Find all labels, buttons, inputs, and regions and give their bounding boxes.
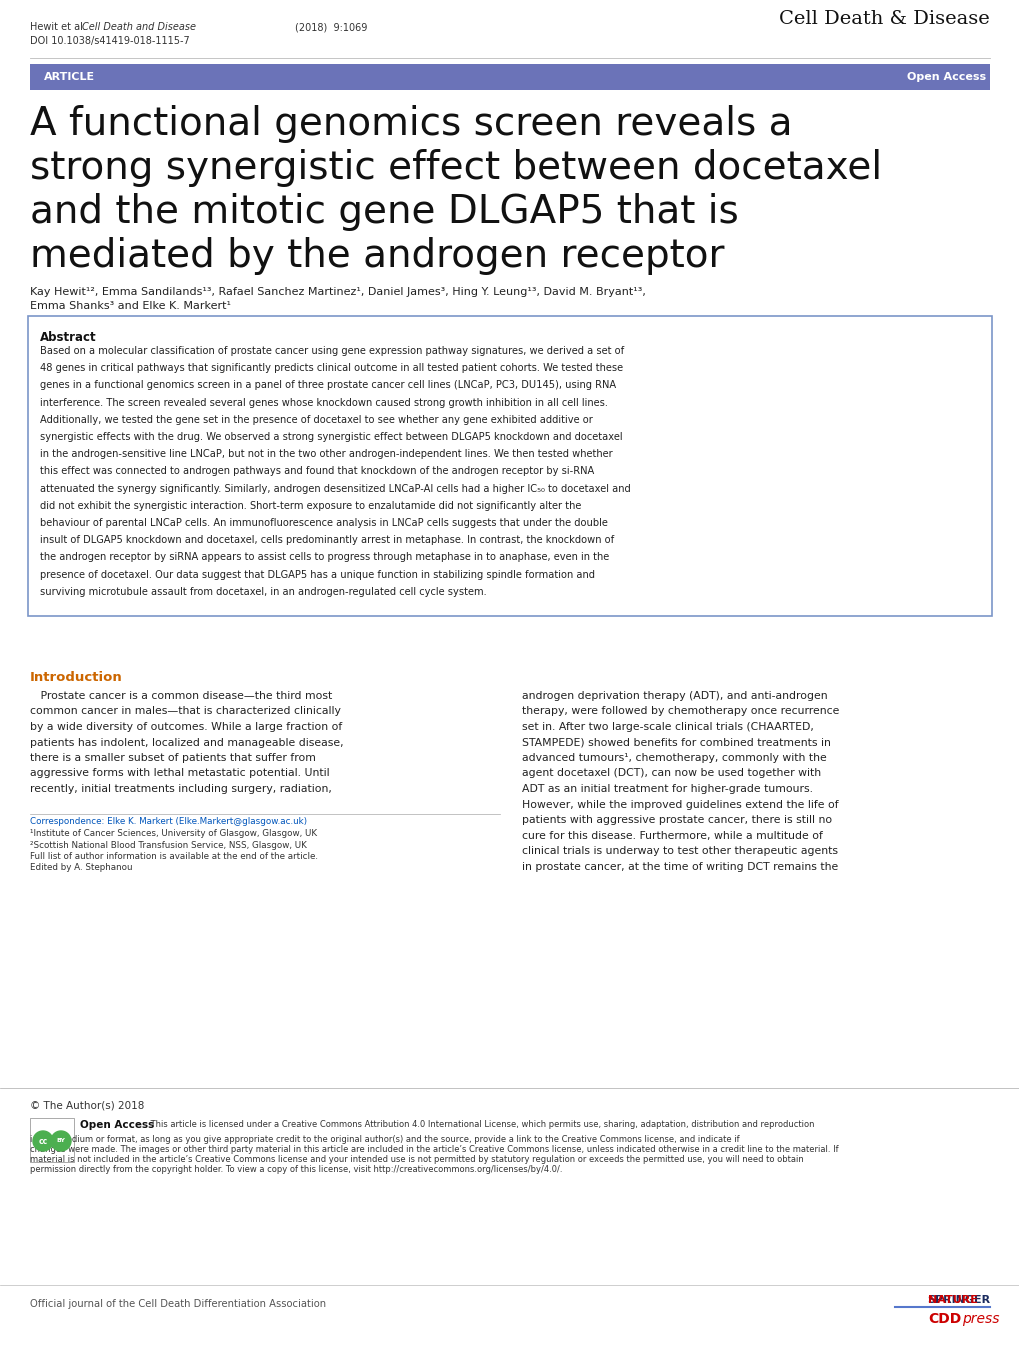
Text: in any medium or format, as long as you give appropriate credit to the original : in any medium or format, as long as you …: [30, 1135, 739, 1144]
Text: common cancer in males—that is characterized clinically: common cancer in males—that is character…: [30, 706, 340, 717]
Text: Full list of author information is available at the end of the article.: Full list of author information is avail…: [30, 852, 318, 860]
Text: NATURE: NATURE: [927, 1295, 977, 1305]
Text: therapy, were followed by chemotherapy once recurrence: therapy, were followed by chemotherapy o…: [522, 706, 839, 717]
Text: CDD: CDD: [928, 1312, 961, 1327]
Text: press: press: [961, 1312, 999, 1327]
Text: agent docetaxel (DCT), can now be used together with: agent docetaxel (DCT), can now be used t…: [522, 768, 820, 779]
Text: BY: BY: [56, 1138, 65, 1144]
Text: patients with aggressive prostate cancer, there is still no: patients with aggressive prostate cancer…: [522, 814, 832, 825]
Circle shape: [33, 1131, 53, 1150]
Text: synergistic effects with the drug. We observed a strong synergistic effect betwe: synergistic effects with the drug. We ob…: [40, 432, 622, 442]
Text: clinical trials is underway to test other therapeutic agents: clinical trials is underway to test othe…: [522, 846, 838, 856]
Text: material is not included in the article’s Creative Commons license and your inte: material is not included in the article’…: [30, 1154, 803, 1164]
Text: androgen deprivation therapy (ADT), and anti-androgen: androgen deprivation therapy (ADT), and …: [522, 691, 826, 701]
Text: This article is licensed under a Creative Commons Attribution 4.0 International : This article is licensed under a Creativ…: [148, 1121, 814, 1129]
Text: STAMPEDE) showed benefits for combined treatments in: STAMPEDE) showed benefits for combined t…: [522, 737, 830, 748]
Text: genes in a functional genomics screen in a panel of three prostate cancer cell l: genes in a functional genomics screen in…: [40, 381, 615, 390]
Text: did not exhibit the synergistic interaction. Short-term exposure to enzalutamide: did not exhibit the synergistic interact…: [40, 501, 581, 511]
Text: SPRINGER: SPRINGER: [926, 1295, 989, 1305]
Text: Abstract: Abstract: [40, 331, 97, 344]
Text: and the mitotic gene DLGAP5 that is: and the mitotic gene DLGAP5 that is: [30, 192, 738, 230]
Text: Cell Death & Disease: Cell Death & Disease: [779, 9, 989, 28]
Text: this effect was connected to androgen pathways and found that knockdown of the a: this effect was connected to androgen pa…: [40, 466, 594, 477]
Text: DOI 10.1038/s41419-018-1115-7: DOI 10.1038/s41419-018-1115-7: [30, 37, 190, 46]
Text: Prostate cancer is a common disease—the third most: Prostate cancer is a common disease—the …: [30, 691, 332, 701]
Text: Cell Death and Disease: Cell Death and Disease: [82, 22, 196, 33]
Text: Emma Shanks³ and Elke K. Markert¹: Emma Shanks³ and Elke K. Markert¹: [30, 301, 230, 312]
Text: by a wide diversity of outcomes. While a large fraction of: by a wide diversity of outcomes. While a…: [30, 722, 342, 732]
Text: Additionally, we tested the gene set in the presence of docetaxel to see whether: Additionally, we tested the gene set in …: [40, 415, 592, 425]
Text: ¹Institute of Cancer Sciences, University of Glasgow, Glasgow, UK: ¹Institute of Cancer Sciences, Universit…: [30, 829, 317, 837]
Text: 48 genes in critical pathways that significantly predicts clinical outcome in al: 48 genes in critical pathways that signi…: [40, 363, 623, 373]
Text: ARTICLE: ARTICLE: [44, 72, 95, 83]
Text: advanced tumours¹, chemotherapy, commonly with the: advanced tumours¹, chemotherapy, commonl…: [522, 753, 826, 763]
Text: However, while the improved guidelines extend the life of: However, while the improved guidelines e…: [522, 799, 838, 809]
Circle shape: [51, 1131, 71, 1150]
Text: Kay Hewit¹², Emma Sandilands¹³, Rafael Sanchez Martinez¹, Daniel James³, Hing Y.: Kay Hewit¹², Emma Sandilands¹³, Rafael S…: [30, 287, 645, 297]
Text: ²Scottish National Blood Transfusion Service, NSS, Glasgow, UK: ²Scottish National Blood Transfusion Ser…: [30, 840, 307, 850]
Text: attenuated the synergy significantly. Similarly, androgen desensitized LNCaP-AI : attenuated the synergy significantly. Si…: [40, 484, 630, 493]
Text: cure for this disease. Furthermore, while a multitude of: cure for this disease. Furthermore, whil…: [522, 831, 822, 840]
Text: Open Access: Open Access: [79, 1121, 154, 1130]
Text: Edited by A. Stephanou: Edited by A. Stephanou: [30, 863, 132, 873]
Text: Correspondence: Elke K. Markert (Elke.Markert@glasgow.ac.uk): Correspondence: Elke K. Markert (Elke.Ma…: [30, 817, 307, 827]
Text: Hewit et al.: Hewit et al.: [30, 22, 89, 33]
Text: cc: cc: [39, 1137, 48, 1145]
Text: changes were made. The images or other third party material in this article are : changes were made. The images or other t…: [30, 1145, 838, 1154]
Text: in the androgen-sensitive line LNCaP, but not in the two other androgen-independ: in the androgen-sensitive line LNCaP, bu…: [40, 450, 612, 459]
Text: Based on a molecular classification of prostate cancer using gene expression pat: Based on a molecular classification of p…: [40, 346, 624, 356]
Text: recently, initial treatments including surgery, radiation,: recently, initial treatments including s…: [30, 785, 331, 794]
Text: in prostate cancer, at the time of writing DCT remains the: in prostate cancer, at the time of writi…: [522, 862, 838, 871]
Text: presence of docetaxel. Our data suggest that DLGAP5 has a unique function in sta: presence of docetaxel. Our data suggest …: [40, 569, 594, 580]
Text: insult of DLGAP5 knockdown and docetaxel, cells predominantly arrest in metaphas: insult of DLGAP5 knockdown and docetaxel…: [40, 535, 613, 545]
Text: the androgen receptor by siRNA appears to assist cells to progress through metap: the androgen receptor by siRNA appears t…: [40, 553, 608, 562]
Text: permission directly from the copyright holder. To view a copy of this license, v: permission directly from the copyright h…: [30, 1165, 561, 1173]
Text: ADT as an initial treatment for higher-grade tumours.: ADT as an initial treatment for higher-g…: [522, 785, 812, 794]
Text: A functional genomics screen reveals a: A functional genomics screen reveals a: [30, 104, 792, 144]
Text: mediated by the androgen receptor: mediated by the androgen receptor: [30, 237, 723, 275]
Text: aggressive forms with lethal metastatic potential. Until: aggressive forms with lethal metastatic …: [30, 768, 329, 779]
Text: Official journal of the Cell Death Differentiation Association: Official journal of the Cell Death Diffe…: [30, 1299, 326, 1309]
Text: set in. After two large-scale clinical trials (CHAARTED,: set in. After two large-scale clinical t…: [522, 722, 813, 732]
Text: (2018)  9:1069: (2018) 9:1069: [294, 22, 367, 33]
Text: Introduction: Introduction: [30, 671, 122, 684]
Bar: [30, 64, 989, 89]
Text: surviving microtubule assault from docetaxel, in an androgen-regulated cell cycl: surviving microtubule assault from docet…: [40, 587, 486, 596]
Text: patients has indolent, localized and manageable disease,: patients has indolent, localized and man…: [30, 737, 343, 748]
Text: Open Access: Open Access: [906, 72, 985, 83]
Text: behaviour of parental LNCaP cells. An immunofluorescence analysis in LNCaP cells: behaviour of parental LNCaP cells. An im…: [40, 518, 607, 528]
Text: interference. The screen revealed several genes whose knockdown caused strong gr: interference. The screen revealed severa…: [40, 397, 607, 408]
Bar: [30, 1118, 74, 1163]
Text: © The Author(s) 2018: © The Author(s) 2018: [30, 1100, 145, 1110]
Text: strong synergistic effect between docetaxel: strong synergistic effect between doceta…: [30, 149, 881, 187]
FancyBboxPatch shape: [28, 316, 991, 617]
Text: there is a smaller subset of patients that suffer from: there is a smaller subset of patients th…: [30, 753, 316, 763]
